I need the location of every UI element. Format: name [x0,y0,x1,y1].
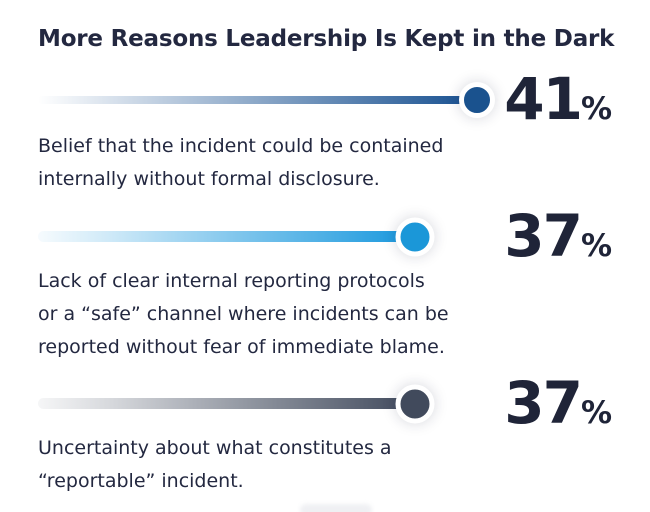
stat-bar-track-2 [38,231,405,242]
caption-line: Lack of clear internal reporting protoco… [38,270,425,292]
chart-title: More Reasons Leadership Is Kept in the D… [38,26,615,52]
stat-bar-dot-1 [459,82,495,118]
percent-sign-2: % [580,228,612,264]
stat-value-3: 37% [504,374,612,442]
stat-bar-dot-3 [395,384,435,424]
stat-caption-1: Belief that the incident could be contai… [38,130,443,196]
caption-line: internally without formal disclosure. [38,168,380,190]
stat-value-number-2: 37 [504,202,583,270]
cutoff-next-element [300,504,372,512]
stat-caption-3: Uncertainty about what constitutes a “re… [38,432,392,498]
caption-line: “reportable” incident. [38,470,244,492]
stat-bar-dot-2 [395,217,435,257]
stat-value-2: 37% [504,207,612,275]
stat-caption-2: Lack of clear internal reporting protoco… [38,265,449,364]
caption-line: or a “safe” channel where incidents can … [38,303,449,325]
stat-value-number-1: 41 [504,65,583,133]
stat-bar-track-1 [38,96,465,104]
percent-sign-3: % [580,395,612,431]
caption-line: reported without fear of immediate blame… [38,336,445,358]
stat-bar-track-3 [38,398,405,409]
caption-line: Uncertainty about what constitutes a [38,437,392,459]
stat-value-1: 41% [504,70,612,138]
caption-line: Belief that the incident could be contai… [38,135,444,157]
percent-sign-1: % [580,91,612,127]
stat-value-number-3: 37 [504,369,583,437]
